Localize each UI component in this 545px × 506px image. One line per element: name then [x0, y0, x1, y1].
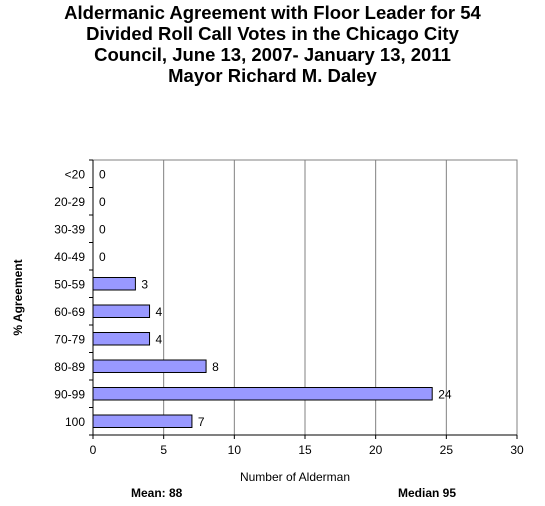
bar-8	[92, 387, 433, 401]
x-axis-title: Number of Alderman	[240, 470, 350, 484]
y-category-label-3: 40-49	[54, 250, 85, 264]
data-label-9: 7	[198, 415, 205, 429]
mean-stat: Mean: 88	[131, 486, 183, 500]
bar-7	[92, 359, 207, 373]
y-category-label-2: 30-39	[54, 222, 85, 236]
bar-4	[92, 277, 136, 291]
title-line-1: Aldermanic Agreement with Floor Leader f…	[64, 2, 481, 23]
data-label-2: 0	[99, 222, 106, 236]
y-category-label-6: 70-79	[54, 332, 85, 346]
x-tick-label-0: 0	[90, 443, 97, 457]
data-label-6: 4	[156, 332, 163, 346]
median-stat: Median 95	[398, 486, 457, 500]
data-label-8: 24	[438, 387, 452, 401]
y-category-label-9: 100	[65, 415, 85, 429]
bar-9	[92, 414, 193, 428]
y-category-label-4: 50-59	[54, 277, 85, 291]
data-label-1: 0	[99, 195, 106, 209]
x-tick-label-2: 10	[228, 443, 242, 457]
y-category-label-7: 80-89	[54, 360, 85, 374]
title-line-2: Divided Roll Call Votes in the Chicago C…	[86, 23, 459, 44]
x-tick-label-3: 15	[298, 443, 312, 457]
y-axis-title: % Agreement	[11, 259, 25, 335]
y-category-label-0: <20	[65, 167, 86, 181]
y-category-label-5: 60-69	[54, 305, 85, 319]
data-label-5: 4	[156, 305, 163, 319]
x-tick-label-4: 20	[369, 443, 383, 457]
data-label-4: 3	[141, 277, 148, 291]
bar-6	[92, 332, 151, 346]
bar-5	[92, 304, 151, 318]
title-line-3: Council, June 13, 2007- January 13, 2011	[94, 44, 451, 65]
data-label-3: 0	[99, 250, 106, 264]
x-tick-label-6: 30	[510, 443, 524, 457]
x-tick-label-5: 25	[440, 443, 454, 457]
x-tick-label-1: 5	[160, 443, 167, 457]
y-category-label-8: 90-99	[54, 387, 85, 401]
data-label-7: 8	[212, 360, 219, 374]
data-label-0: 0	[99, 167, 106, 181]
title-line-4: Mayor Richard M. Daley	[168, 65, 377, 86]
chart-title: Aldermanic Agreement with Floor Leader f…	[0, 2, 545, 86]
y-category-label-1: 20-29	[54, 195, 85, 209]
